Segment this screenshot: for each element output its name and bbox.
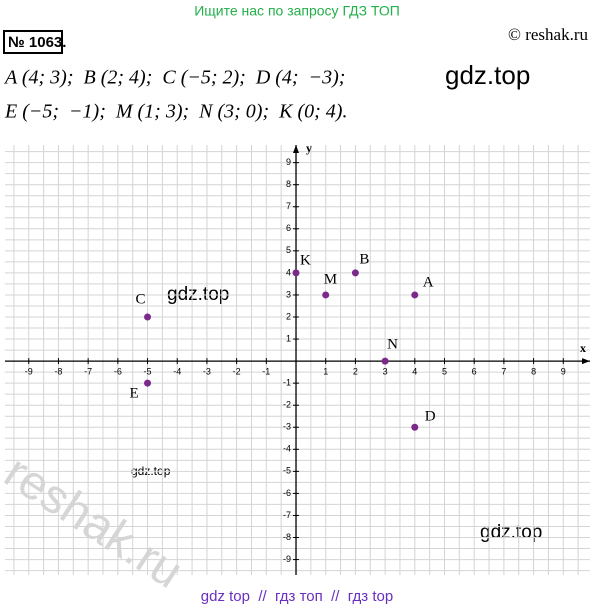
watermark: gdz.top [445, 60, 530, 90]
x-tick-label: -6 [114, 366, 122, 376]
point-label: K [300, 252, 311, 268]
y-tick-label: 6 [286, 223, 291, 233]
x-tick-label: 1 [323, 366, 328, 376]
y-tick-label: -3 [283, 422, 291, 432]
point [322, 291, 330, 299]
arrow [582, 358, 590, 365]
x-tick-label: 8 [531, 366, 536, 376]
x-tick-label: 3 [383, 366, 388, 376]
footer: gdz top // гдз топ // гдз top [201, 588, 393, 605]
point-label: M [324, 271, 337, 287]
point-label: A [423, 274, 434, 290]
point [292, 269, 300, 277]
y-tick-label: 3 [286, 289, 291, 299]
point [381, 357, 389, 365]
y-tick-label: -7 [283, 510, 291, 520]
x-tick-label: 2 [353, 366, 358, 376]
x-tick-label: 5 [442, 366, 447, 376]
x-tick-label: -8 [54, 366, 62, 376]
y-tick-label: 9 [286, 157, 291, 167]
x-tick-label: 4 [412, 366, 417, 376]
y-tick-label: 4 [286, 267, 291, 277]
plot: x y -9 -8 -7 -6 -5 -4 -3 -2 -1 1 2 3 4 5 6 7 8 9 -9 -8 -7 -6 -5 -… [5, 141, 590, 575]
y-tick-label: 5 [286, 245, 291, 255]
y-tick-label: -6 [283, 488, 291, 498]
y-tick-label: 7 [286, 201, 291, 211]
x-tick-label: -3 [203, 366, 211, 376]
y-tick-label: -8 [283, 532, 291, 542]
x-tick-label: 9 [561, 366, 566, 376]
point-label: N [387, 337, 398, 353]
y-tick-label: 2 [286, 311, 291, 321]
y-axis-label: y [306, 141, 312, 155]
x-tick-label: -9 [25, 366, 33, 376]
x-tick-label: -5 [144, 366, 152, 376]
y-tick-label: -5 [283, 466, 291, 476]
problem-line: A (4; 3); B (2; 4); C (−5; 2); D (4; −3)… [3, 67, 345, 89]
number-box [3, 30, 63, 54]
arrow [293, 145, 300, 153]
point [411, 291, 419, 299]
point [351, 269, 359, 277]
x-tick-label: 7 [501, 366, 506, 376]
x-tick-label: -7 [84, 366, 92, 376]
point [411, 423, 419, 431]
y-tick-label: -4 [283, 444, 291, 454]
y-tick-label: -1 [283, 378, 291, 388]
banner: Ищите нас по запросу ГДЗ ТОП [194, 3, 400, 19]
x-tick-label: -2 [233, 366, 241, 376]
point-label: C [136, 291, 146, 307]
point [144, 313, 152, 321]
y-tick-label: -2 [283, 400, 291, 410]
point-label: E [130, 386, 139, 402]
x-tick-label: -4 [173, 366, 181, 376]
problem-number: № 1063. [8, 34, 66, 51]
y-tick-label: -9 [283, 554, 291, 564]
point-label: B [359, 251, 369, 267]
y-tick-label: 8 [286, 179, 291, 189]
x-tick-label: -1 [262, 366, 270, 376]
x-axis-label: x [580, 341, 586, 355]
problem-line: E (−5; −1); M (1; 3); N (3; 0); K (0; 4)… [4, 101, 347, 123]
point-label: D [425, 409, 436, 425]
y-tick-label: 1 [286, 333, 291, 343]
x-tick-label: 6 [472, 366, 477, 376]
point [144, 379, 152, 387]
site: © reshak.ru [508, 25, 588, 44]
